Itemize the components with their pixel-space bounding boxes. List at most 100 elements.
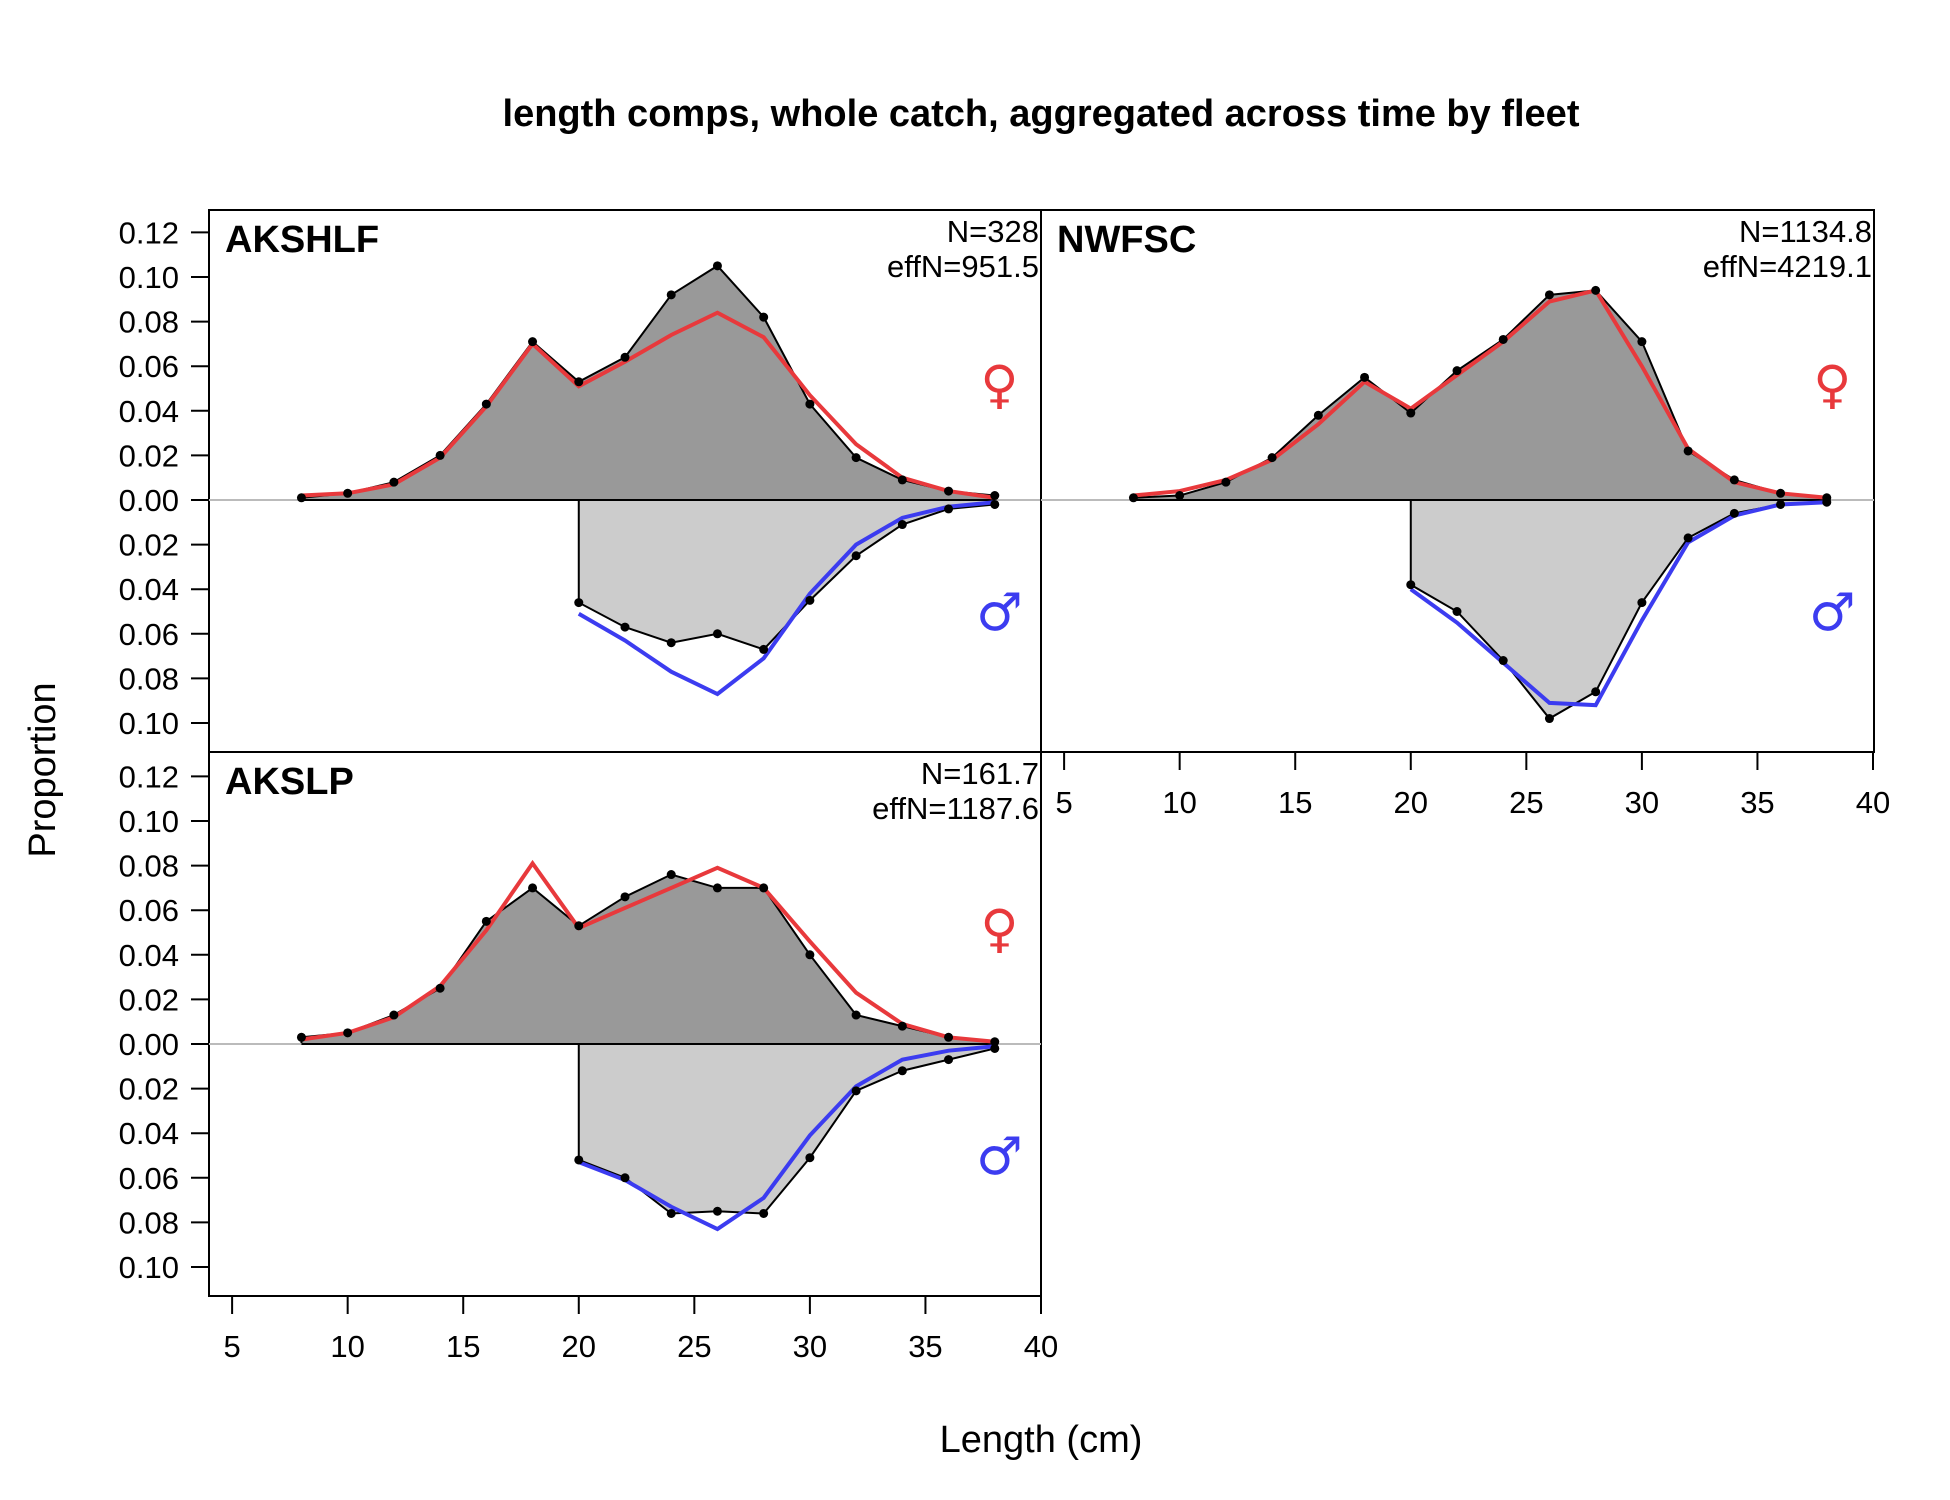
female-observed-area <box>1132 289 1828 501</box>
panel-akshlf: 0.12 0.10 0.08 0.06 0.04 0.02 0.00 0.02 0.04 0.06… <box>119 209 1042 753</box>
x-tick-label: 40 <box>1856 785 1890 820</box>
female-observed-point <box>528 883 538 893</box>
y-tick-label: 0.06 <box>119 617 179 652</box>
female-observed-point <box>343 1028 353 1038</box>
male-expected-line <box>577 500 995 697</box>
female-observed-point <box>1729 475 1739 485</box>
female-observed-point <box>805 399 815 409</box>
y-tick-label: 0.04 <box>119 938 179 973</box>
y-tick-label: 0.06 <box>119 1161 179 1196</box>
panel-frame <box>208 751 1042 1297</box>
effective-n-label: effN=4219.1 <box>1703 249 1872 284</box>
y-tick-label: 0.06 <box>119 893 179 928</box>
female-symbol: ♀ <box>980 355 1018 415</box>
y-tick-label: 0.00 <box>119 483 179 518</box>
x-tick-label: 30 <box>1625 785 1659 820</box>
male-symbol: ♂ <box>1809 583 1856 643</box>
panel-frame <box>1040 209 1875 753</box>
male-observed-point <box>851 551 861 561</box>
female-observed-point <box>666 870 676 880</box>
y-tick-label: 0.00 <box>119 1027 179 1062</box>
female-observed-point <box>389 477 399 487</box>
y-tick-label: 0.02 <box>119 1072 179 1107</box>
x-tick-label: 40 <box>1024 1329 1058 1364</box>
male-observed-point <box>1822 497 1832 507</box>
female-observed-point <box>296 1032 306 1042</box>
female-observed-point <box>1498 334 1508 344</box>
male-observed-point <box>805 595 815 605</box>
female-observed-point <box>712 883 722 893</box>
male-observed-point <box>897 520 907 530</box>
female-observed-point <box>759 312 769 322</box>
effective-n-label: effN=951.5 <box>887 249 1039 284</box>
y-tick-label: 0.10 <box>119 1250 179 1285</box>
x-tick-label: 20 <box>1394 785 1428 820</box>
y-tick-label: 0.06 <box>119 349 179 384</box>
male-expected-line <box>578 1044 995 1232</box>
female-observed-point <box>481 399 491 409</box>
male-observed-area <box>1409 499 1828 720</box>
y-tick-label: 0.04 <box>119 572 179 607</box>
male-symbol: ♂ <box>976 583 1023 643</box>
y-tick-label: 0.02 <box>119 438 179 473</box>
female-observed-point <box>389 1010 399 1020</box>
x-tick-label: 30 <box>793 1329 827 1364</box>
panel-akslp: 0.12 0.10 0.08 0.06 0.04 0.02 0.00 0.02 0.04 0.06… <box>119 751 1058 1364</box>
female-observed-point <box>1360 372 1370 382</box>
male-observed-point <box>620 622 630 632</box>
female-observed-point <box>990 1037 1000 1047</box>
y-tick-label: 0.02 <box>119 982 179 1017</box>
female-observed-point <box>1175 491 1185 501</box>
male-observed-point <box>1544 714 1554 724</box>
female-observed-point <box>1406 408 1416 418</box>
sample-size-label: N=1134.8 <box>1739 214 1872 249</box>
y-tick-label: 0.02 <box>119 528 179 563</box>
male-expected-line <box>1409 500 1827 708</box>
female-symbol: ♀ <box>1813 355 1851 415</box>
male-observed-point <box>1729 508 1739 518</box>
female-observed-point <box>1267 453 1277 463</box>
male-observed-point <box>1637 598 1647 608</box>
x-tick-label: 25 <box>1509 785 1543 820</box>
x-tick-label: 10 <box>1162 785 1196 820</box>
female-observed-point <box>897 475 907 485</box>
female-observed-point <box>528 337 538 347</box>
x-tick-label: 25 <box>677 1329 711 1364</box>
female-observed-point <box>1544 290 1554 300</box>
x-tick-label: 20 <box>562 1329 596 1364</box>
male-observed-point <box>759 1208 769 1218</box>
female-observed-point <box>574 377 584 387</box>
female-observed-point <box>1313 410 1323 420</box>
female-observed-point <box>666 290 676 300</box>
female-observed-point <box>574 921 584 931</box>
male-observed-point <box>574 598 584 608</box>
male-observed-point <box>620 1173 630 1183</box>
female-observed-point <box>1128 493 1138 503</box>
panels-group: 0.12 0.10 0.08 0.06 0.04 0.02 0.00 0.02 0.04 0.06… <box>119 209 1890 1364</box>
x-tick-label: 15 <box>1278 785 1312 820</box>
male-observed-point <box>1498 656 1508 666</box>
x-tick-label: 10 <box>330 1329 364 1364</box>
male-observed-point <box>944 1055 954 1065</box>
sample-size-label: N=328 <box>947 214 1039 249</box>
y-tick-label: 0.08 <box>119 849 179 884</box>
male-observed-point <box>666 1208 676 1218</box>
male-observed-point <box>1406 580 1416 590</box>
male-observed-point <box>1776 499 1786 509</box>
effective-n-label: effN=1187.6 <box>872 791 1039 826</box>
female-observed-point <box>481 916 491 926</box>
female-expected-line <box>301 859 995 1044</box>
female-observed-point <box>712 261 722 271</box>
y-tick-label: 0.10 <box>119 260 179 295</box>
female-observed-point <box>851 453 861 463</box>
female-observed-point <box>1637 337 1647 347</box>
female-observed-point <box>944 486 954 496</box>
female-observed-point <box>296 493 306 503</box>
male-observed-point <box>805 1153 815 1163</box>
male-observed-point <box>759 644 769 654</box>
female-observed-point <box>1683 446 1693 456</box>
female-observed-point <box>1776 488 1786 498</box>
panel-label: AKSHLF <box>225 219 379 261</box>
